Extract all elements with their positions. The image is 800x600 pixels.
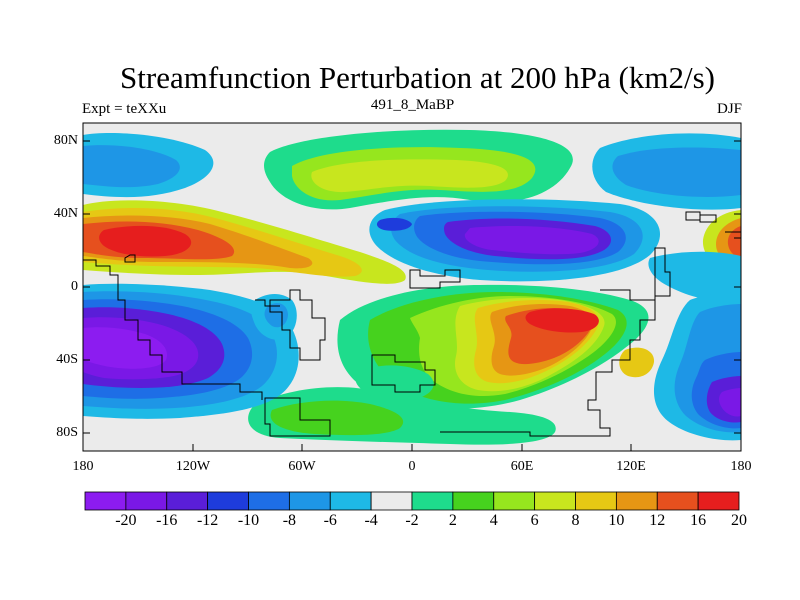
colorbar-swatch [166, 491, 209, 511]
colorbar-label: 8 [571, 512, 580, 529]
colorbar-label: -4 [364, 512, 378, 529]
colorbar-swatch [575, 491, 617, 511]
y-tick-label: 0 [71, 279, 78, 294]
colorbar-label: -8 [282, 512, 297, 529]
colorbar-swatch [288, 491, 331, 511]
colorbar [84, 491, 740, 511]
case-label: 491_8_MaBP [370, 97, 455, 113]
y-ticks [83, 140, 741, 434]
colorbar-swatch [493, 491, 536, 511]
colorbar-swatch [697, 491, 740, 511]
colorbar-swatch [615, 491, 658, 511]
coastlines [83, 211, 741, 437]
colorbar-label: 10 [608, 512, 625, 529]
x-tick-label: 60E [510, 459, 534, 474]
colorbar-label: -10 [237, 512, 260, 529]
x-tick-label: 180 [72, 459, 94, 474]
colorbar-label: 20 [731, 512, 747, 529]
x-tick-label: 120E [616, 459, 646, 474]
y-tick-label: 40S [56, 352, 78, 367]
colorbar-label: -6 [323, 512, 337, 529]
colorbar-label: -20 [115, 512, 137, 529]
y-tick-label: 40N [53, 206, 78, 221]
x-tick-label: 60W [288, 459, 316, 474]
colorbar-label: -2 [405, 512, 419, 529]
contour-field [83, 123, 741, 451]
colorbar-swatch [370, 491, 413, 511]
colorbar-label: 4 [489, 512, 498, 529]
x-tick-label: 120W [175, 459, 211, 474]
season-label: DJF [716, 101, 742, 117]
colorbar-swatch [125, 491, 168, 511]
colorbar-swatch [329, 491, 372, 511]
x-tick-label: 0 [408, 459, 416, 474]
y-tick-label: 80N [53, 133, 78, 148]
colorbar-label: 6 [530, 512, 539, 529]
colorbar-swatch [248, 491, 290, 511]
colorbar-label: 16 [690, 512, 707, 529]
colorbar-swatch [452, 491, 495, 511]
chart-title: Streamfunction Perturbation at 200 hPa (… [120, 60, 715, 95]
y-tick-label: 80S [56, 425, 78, 440]
colorbar-label: 2 [448, 512, 457, 529]
x-tick-label: 180 [730, 459, 752, 474]
colorbar-label: -12 [196, 512, 219, 529]
colorbar-swatch [411, 491, 454, 511]
colorbar-swatch [207, 491, 249, 511]
experiment-label: Expt = teXXu [82, 101, 167, 117]
colorbar-swatch [84, 491, 127, 511]
colorbar-swatch [534, 491, 576, 511]
colorbar-label: -16 [156, 512, 178, 529]
x-ticks [192, 444, 632, 451]
colorbar-swatch [656, 491, 699, 511]
colorbar-label: 12 [649, 512, 666, 529]
